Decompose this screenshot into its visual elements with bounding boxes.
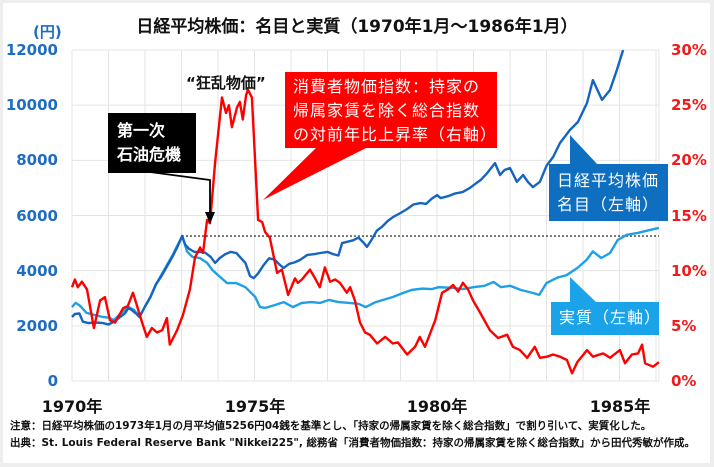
cpi-callout: 消費者物価指数：持家の 帰属家賃を除く総合指数 の対前年比上昇率（右軸） [285, 72, 497, 148]
oil-crisis-line2: 石油危機 [117, 145, 182, 164]
oil-crisis-line1: 第一次 [117, 121, 166, 140]
real-callout-label: 実質（左軸） [559, 308, 662, 327]
x-tick: 1980年 [406, 397, 468, 416]
footnote-note: 注意：日経平均株価の1973年1月の月平均値5256円04銭を基準とし、「持家の… [10, 420, 652, 432]
right-tick: 10% [671, 262, 707, 280]
x-tick: 1975年 [224, 397, 286, 416]
left-tick: 8000 [16, 151, 58, 169]
cpi-callout-tail [263, 147, 368, 200]
nominal-callout-line2: 名目（左軸） [557, 195, 660, 214]
x-tick: 1985年 [589, 397, 651, 416]
left-tick: 12000 [5, 41, 58, 59]
chart-title: 日経平均株価：名目と実質（1970年1月～1986年1月） [136, 17, 578, 37]
footnote-source: 出典：St. Louis Federal Reserve Bank "Nikke… [10, 437, 696, 449]
left-axis-unit: (円) [33, 23, 62, 41]
nominal-callout: 日経平均株価 名目（左軸） [549, 164, 668, 221]
real-callout-tail [570, 277, 597, 303]
right-tick: 30% [671, 41, 707, 59]
right-tick: 20% [671, 151, 707, 169]
oil-crisis-arrow-head-icon [205, 212, 215, 224]
real-callout: 実質（左軸） [551, 302, 662, 335]
cpi-callout-line2: 帰属家賃を除く総合指数 [293, 101, 481, 120]
oil-crisis-arrow-line [149, 171, 211, 214]
x-tick: 1970年 [41, 397, 103, 416]
cpi-inflation-line [70, 88, 660, 375]
kyoran-bukka-label: “狂乱物価” [186, 74, 266, 92]
left-tick: 10000 [5, 96, 58, 114]
right-tick: 25% [671, 96, 707, 114]
left-tick: 2000 [16, 317, 58, 335]
oil-crisis-callout: 第一次 石油危機 [108, 113, 196, 173]
left-tick: 6000 [16, 207, 58, 225]
left-tick: 4000 [16, 262, 58, 280]
right-tick: 5% [671, 317, 697, 335]
nominal-callout-tail [570, 135, 598, 165]
nominal-callout-line1: 日経平均株価 [557, 171, 660, 190]
left-tick: 0 [47, 372, 58, 390]
cpi-callout-line3: の対前年比上昇率（右軸） [293, 125, 498, 144]
right-tick: 0% [671, 372, 697, 390]
cpi-callout-line1: 消費者物価指数：持家の [293, 77, 481, 96]
nominal-price-line [71, 49, 625, 326]
right-tick: 15% [671, 207, 707, 225]
